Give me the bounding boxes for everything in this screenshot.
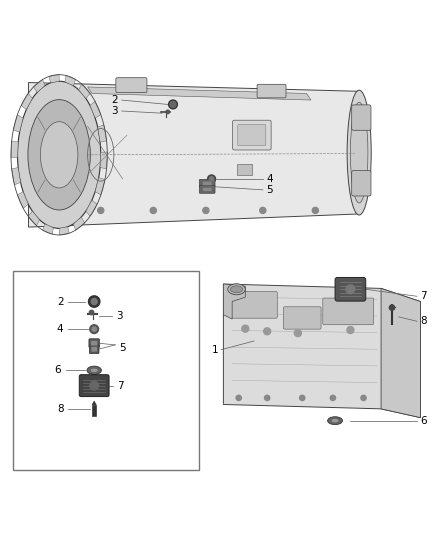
Bar xyxy=(92,405,96,416)
Polygon shape xyxy=(92,401,96,405)
Polygon shape xyxy=(79,84,90,99)
Text: 5: 5 xyxy=(120,343,126,352)
Text: 6: 6 xyxy=(420,416,427,426)
FancyBboxPatch shape xyxy=(199,185,215,193)
Ellipse shape xyxy=(40,122,78,188)
Circle shape xyxy=(209,177,214,181)
Text: 3: 3 xyxy=(112,106,118,116)
FancyBboxPatch shape xyxy=(91,346,97,352)
Circle shape xyxy=(98,207,104,214)
FancyBboxPatch shape xyxy=(91,341,98,346)
Circle shape xyxy=(347,327,354,334)
Ellipse shape xyxy=(90,368,98,373)
FancyBboxPatch shape xyxy=(116,78,147,93)
Ellipse shape xyxy=(331,418,339,423)
Bar xyxy=(13,271,199,470)
Polygon shape xyxy=(49,75,59,83)
Circle shape xyxy=(312,207,318,214)
Text: 7: 7 xyxy=(420,291,427,301)
Polygon shape xyxy=(21,93,32,109)
Polygon shape xyxy=(65,76,76,86)
Circle shape xyxy=(300,395,305,400)
Circle shape xyxy=(389,305,395,310)
Circle shape xyxy=(166,110,170,114)
Polygon shape xyxy=(95,177,105,195)
Text: 4: 4 xyxy=(57,324,64,334)
Text: 6: 6 xyxy=(55,365,61,375)
FancyBboxPatch shape xyxy=(257,84,286,98)
FancyBboxPatch shape xyxy=(202,187,212,191)
Polygon shape xyxy=(86,200,97,216)
Bar xyxy=(237,164,252,174)
Polygon shape xyxy=(90,101,101,118)
FancyBboxPatch shape xyxy=(238,125,266,146)
Polygon shape xyxy=(11,141,18,158)
Circle shape xyxy=(89,310,94,314)
Polygon shape xyxy=(88,87,311,100)
Polygon shape xyxy=(12,167,21,185)
Text: 7: 7 xyxy=(117,381,124,391)
Polygon shape xyxy=(42,224,53,234)
Text: 2: 2 xyxy=(112,95,118,105)
Circle shape xyxy=(208,175,215,183)
Polygon shape xyxy=(34,79,45,92)
Polygon shape xyxy=(73,217,85,230)
FancyBboxPatch shape xyxy=(352,105,371,130)
Circle shape xyxy=(90,381,99,390)
FancyBboxPatch shape xyxy=(89,345,99,354)
Circle shape xyxy=(92,327,96,332)
Polygon shape xyxy=(223,284,420,418)
Polygon shape xyxy=(59,227,69,235)
FancyBboxPatch shape xyxy=(233,120,271,150)
FancyBboxPatch shape xyxy=(231,292,277,318)
Polygon shape xyxy=(28,211,39,225)
Polygon shape xyxy=(100,152,107,169)
FancyBboxPatch shape xyxy=(283,307,321,329)
Circle shape xyxy=(265,395,270,400)
Polygon shape xyxy=(381,288,420,418)
FancyBboxPatch shape xyxy=(89,339,99,348)
Text: 8: 8 xyxy=(420,316,427,326)
FancyBboxPatch shape xyxy=(79,375,109,397)
FancyBboxPatch shape xyxy=(323,298,374,325)
Circle shape xyxy=(236,395,241,400)
Ellipse shape xyxy=(328,417,343,425)
Circle shape xyxy=(264,328,271,335)
FancyBboxPatch shape xyxy=(199,179,215,187)
Circle shape xyxy=(203,207,209,214)
Text: 8: 8 xyxy=(57,404,64,414)
FancyBboxPatch shape xyxy=(352,171,371,196)
Ellipse shape xyxy=(350,102,368,203)
Circle shape xyxy=(330,395,336,400)
Circle shape xyxy=(169,100,177,109)
Text: 2: 2 xyxy=(57,296,64,306)
Polygon shape xyxy=(13,115,23,132)
Polygon shape xyxy=(28,83,359,227)
Circle shape xyxy=(242,325,249,332)
Ellipse shape xyxy=(18,81,101,229)
FancyBboxPatch shape xyxy=(202,181,212,185)
Circle shape xyxy=(361,395,366,400)
Circle shape xyxy=(294,329,301,336)
Circle shape xyxy=(90,325,99,334)
Ellipse shape xyxy=(87,366,102,375)
Text: 3: 3 xyxy=(116,311,123,320)
Ellipse shape xyxy=(228,284,245,295)
Polygon shape xyxy=(18,191,28,208)
Circle shape xyxy=(150,207,156,214)
Circle shape xyxy=(260,207,266,214)
Polygon shape xyxy=(98,125,106,142)
FancyBboxPatch shape xyxy=(335,278,366,301)
Circle shape xyxy=(91,298,97,304)
Text: 4: 4 xyxy=(266,174,273,184)
Text: 5: 5 xyxy=(266,185,273,195)
Circle shape xyxy=(170,101,176,108)
Circle shape xyxy=(346,285,355,294)
Ellipse shape xyxy=(28,100,90,210)
Text: 1: 1 xyxy=(212,345,218,355)
Ellipse shape xyxy=(230,286,243,293)
Polygon shape xyxy=(223,284,245,319)
Ellipse shape xyxy=(347,90,371,215)
Circle shape xyxy=(88,296,100,307)
